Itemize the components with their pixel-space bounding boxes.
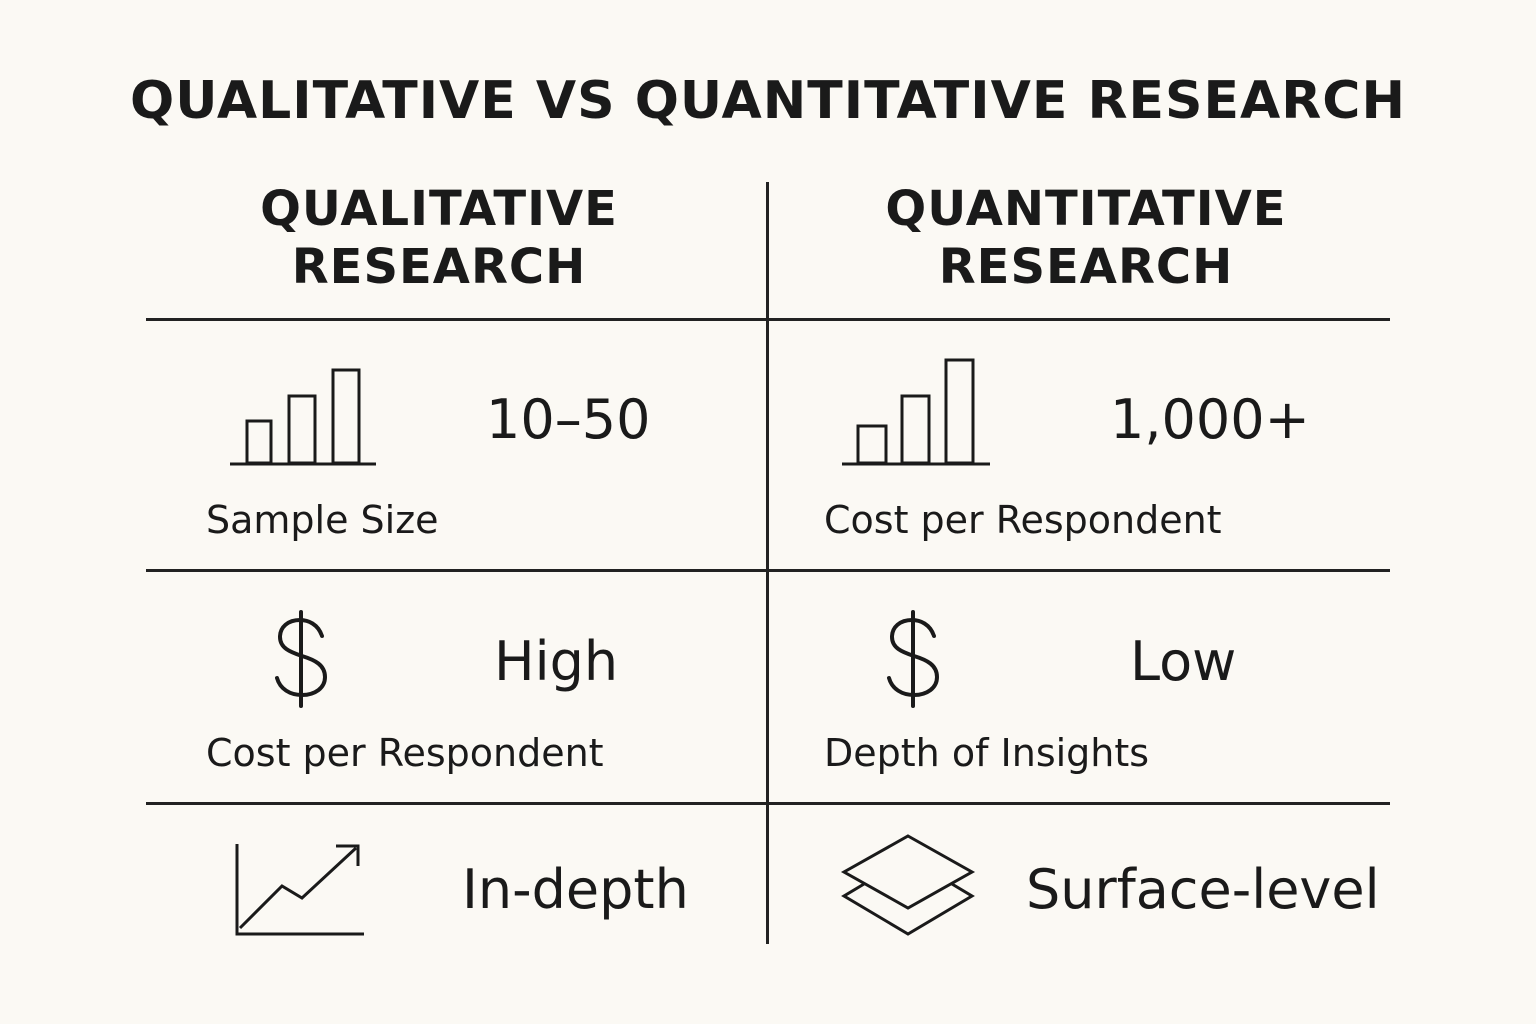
quantitative-heading-line1: QUANTITATIVE (885, 181, 1287, 237)
quantitative-sample-size-value: 1,000+ (1110, 388, 1310, 451)
qualitative-row1-label: Sample Size (206, 498, 439, 542)
dollar-icon (880, 610, 948, 710)
page-title: QUALITATIVE VS QUANTITATIVE RESEARCH (130, 71, 1406, 131)
layers-icon (838, 832, 978, 940)
quantitative-row1-label: Cost per Respondent (824, 498, 1222, 542)
quantitative-row2-label: Depth of Insights (824, 731, 1150, 775)
quantitative-heading-line2: RESEARCH (938, 239, 1234, 295)
row-divider-1 (146, 318, 1390, 321)
qualitative-heading-line2: RESEARCH (291, 239, 587, 295)
column-divider (766, 182, 769, 944)
row-divider-3 (146, 802, 1390, 805)
dollar-icon (268, 610, 336, 710)
qualitative-sample-size-value: 10–50 (486, 388, 651, 451)
bar-chart-icon (840, 356, 994, 468)
qualitative-heading-line1: QUALITATIVE (260, 181, 618, 237)
bar-chart-icon (228, 364, 380, 468)
quantitative-heading: QUANTITATIVE RESEARCH (768, 180, 1404, 296)
trend-up-icon (232, 840, 368, 938)
qualitative-row2-label: Cost per Respondent (206, 731, 604, 775)
quantitative-depth-value: Surface-level (1026, 858, 1380, 921)
qualitative-heading: QUALITATIVE RESEARCH (146, 180, 732, 296)
qualitative-depth-value: In-depth (462, 858, 689, 921)
qualitative-cost-value: High (494, 630, 619, 693)
quantitative-cost-value: Low (1130, 630, 1237, 693)
row-divider-2 (146, 569, 1390, 572)
